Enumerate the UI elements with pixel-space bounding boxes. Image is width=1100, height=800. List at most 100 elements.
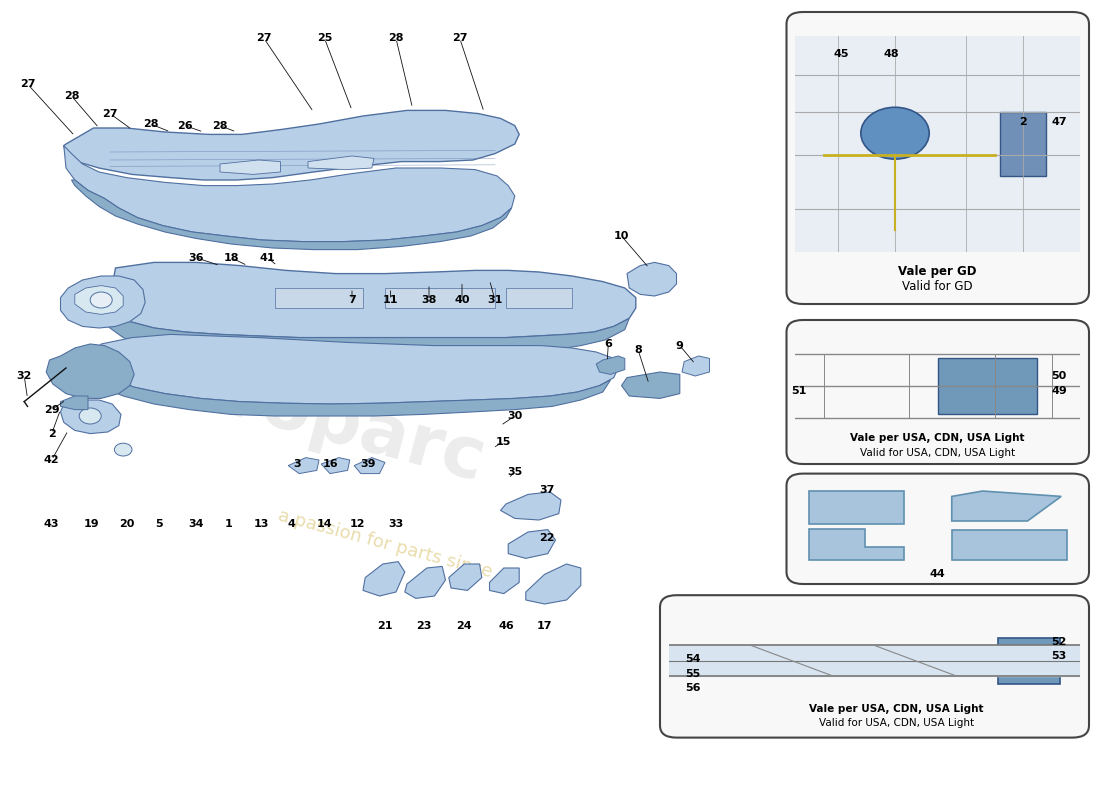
Polygon shape: [101, 290, 629, 360]
Text: 45: 45: [834, 49, 849, 58]
Polygon shape: [506, 288, 572, 308]
Text: 38: 38: [421, 295, 437, 305]
Text: 44: 44: [930, 569, 946, 578]
Text: 28: 28: [64, 91, 79, 101]
Text: 5: 5: [156, 519, 163, 529]
Text: 3: 3: [294, 459, 300, 469]
Text: 13: 13: [254, 519, 270, 529]
Text: 37: 37: [539, 485, 554, 494]
Text: 34: 34: [188, 519, 204, 529]
Polygon shape: [82, 352, 610, 416]
Text: 25: 25: [317, 34, 332, 43]
Text: 31: 31: [487, 295, 503, 305]
Text: 28: 28: [212, 121, 228, 130]
Text: Valid for USA, CDN, USA Light: Valid for USA, CDN, USA Light: [818, 718, 975, 728]
Text: 30: 30: [507, 411, 522, 421]
Polygon shape: [508, 530, 556, 558]
Polygon shape: [627, 262, 676, 296]
Text: 21: 21: [377, 621, 393, 630]
Polygon shape: [621, 372, 680, 398]
Polygon shape: [220, 160, 280, 174]
Polygon shape: [60, 400, 121, 434]
Circle shape: [79, 408, 101, 424]
FancyBboxPatch shape: [660, 595, 1089, 738]
Text: 18: 18: [223, 253, 239, 262]
Text: 35: 35: [507, 467, 522, 477]
Polygon shape: [490, 568, 519, 594]
Text: 24: 24: [456, 621, 472, 630]
Text: 48: 48: [883, 49, 899, 58]
Text: Vale per USA, CDN, USA Light: Vale per USA, CDN, USA Light: [810, 704, 983, 714]
Text: 50: 50: [1052, 371, 1067, 381]
Text: 42: 42: [44, 455, 59, 465]
Text: 55: 55: [685, 669, 701, 678]
Polygon shape: [385, 288, 495, 308]
Polygon shape: [64, 110, 519, 180]
Text: 51: 51: [791, 386, 806, 396]
Text: 22: 22: [539, 533, 554, 542]
Polygon shape: [110, 262, 636, 338]
Text: 32: 32: [16, 371, 32, 381]
Text: 29: 29: [44, 405, 59, 414]
Text: 2: 2: [1019, 117, 1027, 126]
Text: 46: 46: [498, 621, 514, 630]
Polygon shape: [60, 396, 88, 410]
Polygon shape: [308, 156, 374, 170]
Polygon shape: [500, 492, 561, 520]
Polygon shape: [363, 562, 405, 596]
Text: Valid for GD: Valid for GD: [902, 280, 974, 293]
Text: 7: 7: [348, 295, 356, 305]
Polygon shape: [405, 566, 446, 598]
FancyBboxPatch shape: [786, 474, 1089, 584]
Polygon shape: [60, 276, 145, 328]
Text: 27: 27: [256, 34, 272, 43]
Text: 6: 6: [604, 339, 613, 349]
Text: 41: 41: [260, 253, 275, 262]
Text: 40: 40: [454, 295, 470, 305]
Text: 52: 52: [1052, 637, 1067, 646]
Text: Vale per GD: Vale per GD: [899, 266, 977, 278]
Text: Vale per USA, CDN, USA Light: Vale per USA, CDN, USA Light: [850, 434, 1025, 443]
Circle shape: [114, 443, 132, 456]
Text: 14: 14: [317, 519, 332, 529]
Polygon shape: [275, 288, 363, 308]
Text: 17: 17: [537, 621, 552, 630]
Text: 1: 1: [224, 519, 233, 529]
Polygon shape: [75, 286, 123, 314]
FancyBboxPatch shape: [786, 320, 1089, 464]
Text: 54: 54: [685, 654, 701, 664]
Text: 10: 10: [614, 231, 629, 241]
Text: 47: 47: [1052, 117, 1067, 126]
Text: 20: 20: [119, 519, 134, 529]
Polygon shape: [64, 146, 515, 242]
Text: 4: 4: [287, 519, 296, 529]
Circle shape: [90, 292, 112, 308]
Text: 53: 53: [1052, 651, 1067, 661]
Polygon shape: [449, 564, 482, 590]
Text: europarc: europarc: [123, 335, 493, 497]
Polygon shape: [288, 458, 319, 474]
Text: 39: 39: [361, 459, 376, 469]
Polygon shape: [526, 564, 581, 604]
Text: 15: 15: [496, 437, 512, 446]
Text: 8: 8: [634, 345, 642, 354]
Text: 19: 19: [84, 519, 99, 529]
Polygon shape: [321, 458, 350, 474]
Polygon shape: [94, 334, 618, 404]
Text: 43: 43: [44, 519, 59, 529]
Polygon shape: [72, 180, 512, 250]
Text: 28: 28: [143, 119, 158, 129]
Text: 27: 27: [20, 79, 35, 89]
Text: Valid for USA, CDN, USA Light: Valid for USA, CDN, USA Light: [860, 448, 1015, 458]
Text: 9: 9: [675, 341, 684, 350]
Text: 28: 28: [388, 34, 404, 43]
Polygon shape: [354, 458, 385, 474]
Text: a passion for parts since: a passion for parts since: [276, 506, 494, 582]
Text: 23: 23: [416, 621, 431, 630]
FancyBboxPatch shape: [786, 12, 1089, 304]
Polygon shape: [682, 356, 710, 376]
Text: 36: 36: [188, 253, 204, 262]
Text: 56: 56: [685, 683, 701, 693]
Text: 27: 27: [102, 109, 118, 118]
Text: 26: 26: [177, 121, 192, 130]
